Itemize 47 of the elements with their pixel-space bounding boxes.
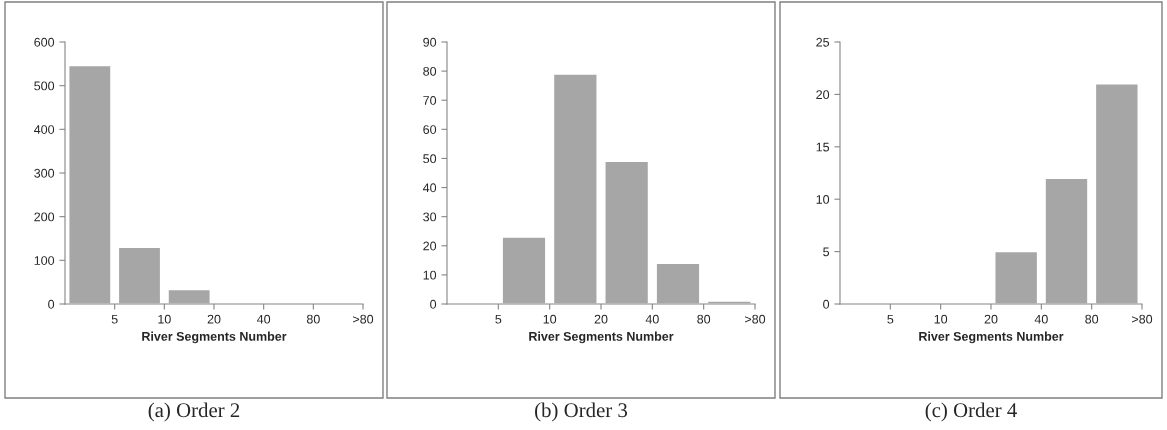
y-tick-label: 300 bbox=[34, 168, 55, 178]
x-tick-label: 10 bbox=[158, 314, 171, 324]
x-tick-label: 5 bbox=[887, 314, 894, 324]
y-tick-label: 200 bbox=[34, 212, 55, 222]
x-tick-label: 5 bbox=[111, 314, 118, 324]
y-tick-label: 25 bbox=[816, 37, 830, 47]
y-tick-label: 20 bbox=[816, 90, 830, 100]
x-tick-label: 5 bbox=[495, 314, 502, 324]
x-axis-title: River Segments Number bbox=[919, 331, 1064, 344]
x-tick-label: 20 bbox=[594, 314, 608, 324]
x-tick-label: 20 bbox=[207, 314, 221, 324]
x-tick-label: >80 bbox=[745, 314, 766, 324]
x-tick-label: >80 bbox=[353, 314, 374, 324]
y-tick-label: 100 bbox=[34, 256, 55, 265]
x-tick-label: 80 bbox=[1085, 314, 1099, 324]
x-axis-title: River Segments Number bbox=[529, 331, 674, 344]
text: (a) Order 2 bbox=[148, 402, 240, 422]
y-tick-label: 70 bbox=[423, 96, 437, 105]
text: (c) Order 4 bbox=[925, 402, 1017, 422]
y-tick-label: 60 bbox=[423, 125, 437, 134]
x-tick-label: 40 bbox=[1034, 314, 1048, 324]
y-tick-label: 90 bbox=[423, 37, 437, 47]
x-tick-label: 80 bbox=[697, 314, 711, 324]
x-tick-label: 40 bbox=[257, 314, 271, 324]
y-tick-label: 0 bbox=[430, 299, 437, 309]
x-tick-label: 10 bbox=[543, 314, 557, 324]
y-tick-label: 30 bbox=[423, 212, 437, 222]
y-tick-label: 400 bbox=[34, 125, 55, 134]
y-tick-label: 20 bbox=[423, 241, 437, 251]
y-tick-label: 15 bbox=[816, 142, 830, 152]
x-tick-label: 20 bbox=[984, 314, 998, 324]
y-tick-label: 0 bbox=[48, 299, 55, 309]
x-tick-label: 10 bbox=[934, 314, 948, 324]
y-tick-label: 50 bbox=[423, 154, 437, 164]
x-axis-title: River Segments Number bbox=[142, 331, 287, 344]
y-tick-label: 40 bbox=[422, 183, 437, 193]
y-tick-label: 0 bbox=[823, 299, 830, 309]
y-tick-label: 80 bbox=[423, 66, 437, 76]
x-tick-label: >80 bbox=[1132, 314, 1153, 324]
y-tick-label: 600 bbox=[34, 37, 55, 47]
y-tick-label: 10 bbox=[423, 270, 437, 280]
y-tick-label: 5 bbox=[823, 247, 830, 257]
text: (b) Order 3 bbox=[535, 402, 628, 422]
y-tick-label: 10 bbox=[816, 195, 830, 204]
x-tick-label: 40 bbox=[645, 314, 659, 324]
x-tick-label: 80 bbox=[306, 314, 320, 324]
y-tick-label: 500 bbox=[34, 81, 55, 91]
